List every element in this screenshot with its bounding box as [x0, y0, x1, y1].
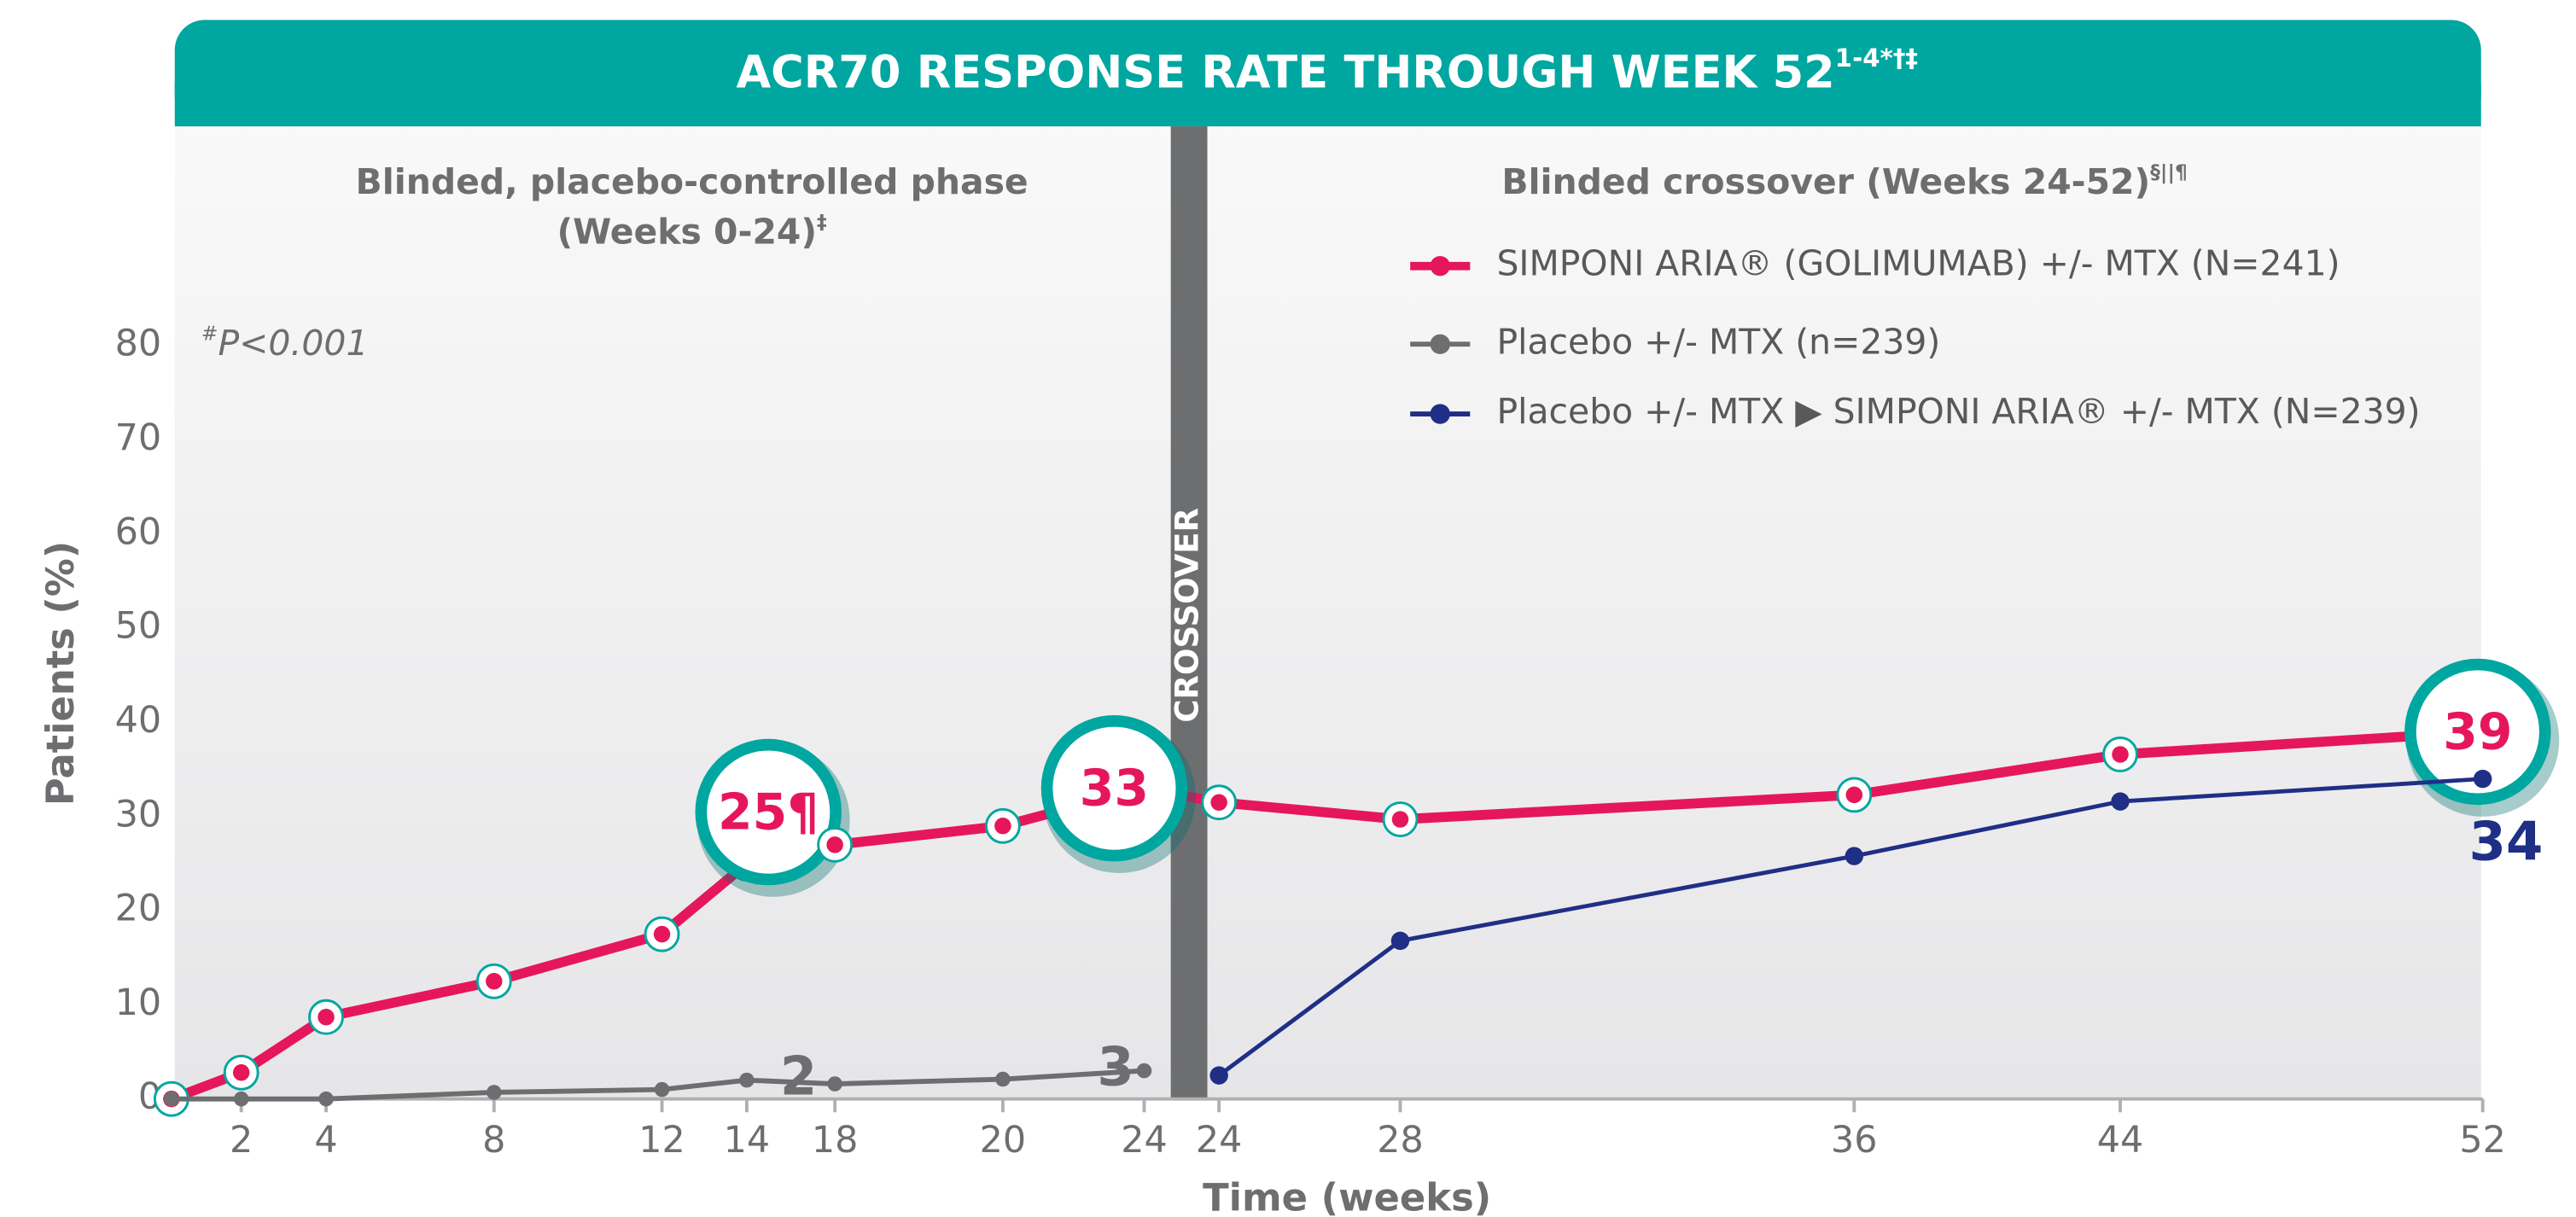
y-tick-label: 80: [115, 323, 162, 365]
x-tick-label: 2: [230, 1119, 253, 1162]
point-group: [475, 963, 512, 999]
legend-label: Placebo +/- MTX ▶ SIMPONI ARIA® +/- MTX …: [1496, 391, 2420, 432]
bubble-inner: [2416, 670, 2539, 794]
point: [739, 1072, 755, 1088]
value-label: 33: [1080, 760, 1149, 818]
y-tick-label: 10: [115, 981, 162, 1024]
point: [995, 1071, 1011, 1087]
series-line: [169, 726, 2484, 1104]
point: [1391, 811, 1409, 828]
phase-left-sub: (Weeks 0-24)‡: [557, 210, 826, 253]
x-axis-title: Time (weeks): [1203, 1175, 1491, 1217]
x-tick-label: 12: [638, 1119, 685, 1162]
x-tick-label: 24: [1121, 1119, 1168, 1162]
point: [1209, 1066, 1228, 1085]
bubble-inner: [1052, 726, 1176, 850]
point-group: [984, 807, 1021, 844]
y-tick-label: 30: [115, 793, 162, 836]
point: [826, 836, 843, 853]
point: [318, 1091, 334, 1107]
legend-marker: [1430, 404, 1450, 424]
y-tick-label: 40: [115, 699, 162, 742]
point: [2111, 792, 2130, 811]
value-label: 3: [1097, 1036, 1134, 1098]
point: [486, 973, 503, 990]
y-tick-label: 50: [115, 605, 162, 648]
value-label: 2: [780, 1045, 817, 1108]
x-tick-label: 14: [724, 1119, 771, 1162]
point: [1210, 794, 1227, 811]
point-group: [2102, 737, 2138, 772]
x-tick-label: 28: [1377, 1119, 1424, 1162]
x-tick-label: 18: [812, 1119, 859, 1162]
y-axis-title: Patients (%): [38, 541, 83, 806]
point: [653, 925, 671, 943]
x-tick-label: 52: [2459, 1119, 2506, 1162]
phase-left-sub-text: (Weeks 0-24): [557, 212, 817, 253]
plot-panel: [174, 66, 2481, 1099]
phase-left-sub-sup: ‡: [817, 210, 827, 234]
header-bar-base: [174, 83, 2481, 127]
point: [654, 1081, 670, 1098]
note-sup: #: [201, 321, 219, 345]
p-value-note: #P<0.001: [201, 321, 369, 364]
point: [487, 1085, 502, 1100]
phase-right-sup: §||¶: [2150, 160, 2188, 183]
value-label: 39: [2443, 702, 2512, 760]
point: [318, 1008, 335, 1026]
note-text: P<0.001: [219, 323, 369, 364]
point-group: [1836, 777, 1873, 813]
x-tick-label: 20: [980, 1119, 1027, 1162]
legend-label: SIMPONI ARIA® (GOLIMUMAB) +/- MTX (N=241…: [1496, 243, 2340, 284]
point-group: [1382, 801, 1419, 838]
point: [1390, 931, 1410, 951]
point-group: [223, 1054, 259, 1091]
phase-left: Blinded, placebo-controlled phase: [356, 161, 1029, 202]
point: [827, 1076, 842, 1092]
point: [232, 1064, 250, 1081]
legend-marker: [1430, 334, 1450, 354]
y-tick-label: 20: [115, 888, 162, 930]
bubble-inner: [707, 750, 830, 874]
title-text: ACR70 RESPONSE RATE THROUGH WEEK 52: [736, 46, 1834, 98]
x-tick-label: 8: [482, 1119, 505, 1162]
crossover-divider: [1170, 126, 1208, 1099]
chart-title: ACR70 RESPONSE RATE THROUGH WEEK 521-4*†…: [736, 44, 1918, 98]
point-group: [644, 916, 680, 952]
legend-marker: [1430, 256, 1450, 277]
value-label: 25¶: [718, 783, 819, 841]
x-tick-label: 24: [1196, 1119, 1243, 1162]
point: [233, 1091, 249, 1107]
legend-label: Placebo +/- MTX (n=239): [1496, 321, 1940, 362]
crossover-label: CROSSOVER: [1169, 508, 1206, 723]
phase-right-text: Blinded crossover (Weeks 24-52): [1501, 161, 2150, 202]
x-tick-label: 4: [314, 1119, 337, 1162]
phase-right: Blinded crossover (Weeks 24-52)§||¶: [1501, 160, 2188, 202]
x-tick-label: 44: [2097, 1119, 2144, 1162]
point: [1845, 786, 1863, 804]
point: [1136, 1063, 1152, 1079]
point-group: [1201, 784, 1238, 821]
point: [164, 1091, 179, 1107]
point: [1845, 847, 1864, 865]
y-tick-label: 60: [115, 510, 162, 553]
x-tick-label: 36: [1831, 1119, 1878, 1162]
title-superscript: 1-4*†‡: [1835, 44, 1918, 73]
point-group: [817, 826, 854, 863]
point: [2473, 769, 2492, 789]
point: [2112, 746, 2129, 763]
point-group: [308, 999, 344, 1035]
value-label: 34: [2469, 811, 2544, 873]
point: [994, 818, 1011, 835]
y-tick-label: 70: [115, 416, 162, 459]
